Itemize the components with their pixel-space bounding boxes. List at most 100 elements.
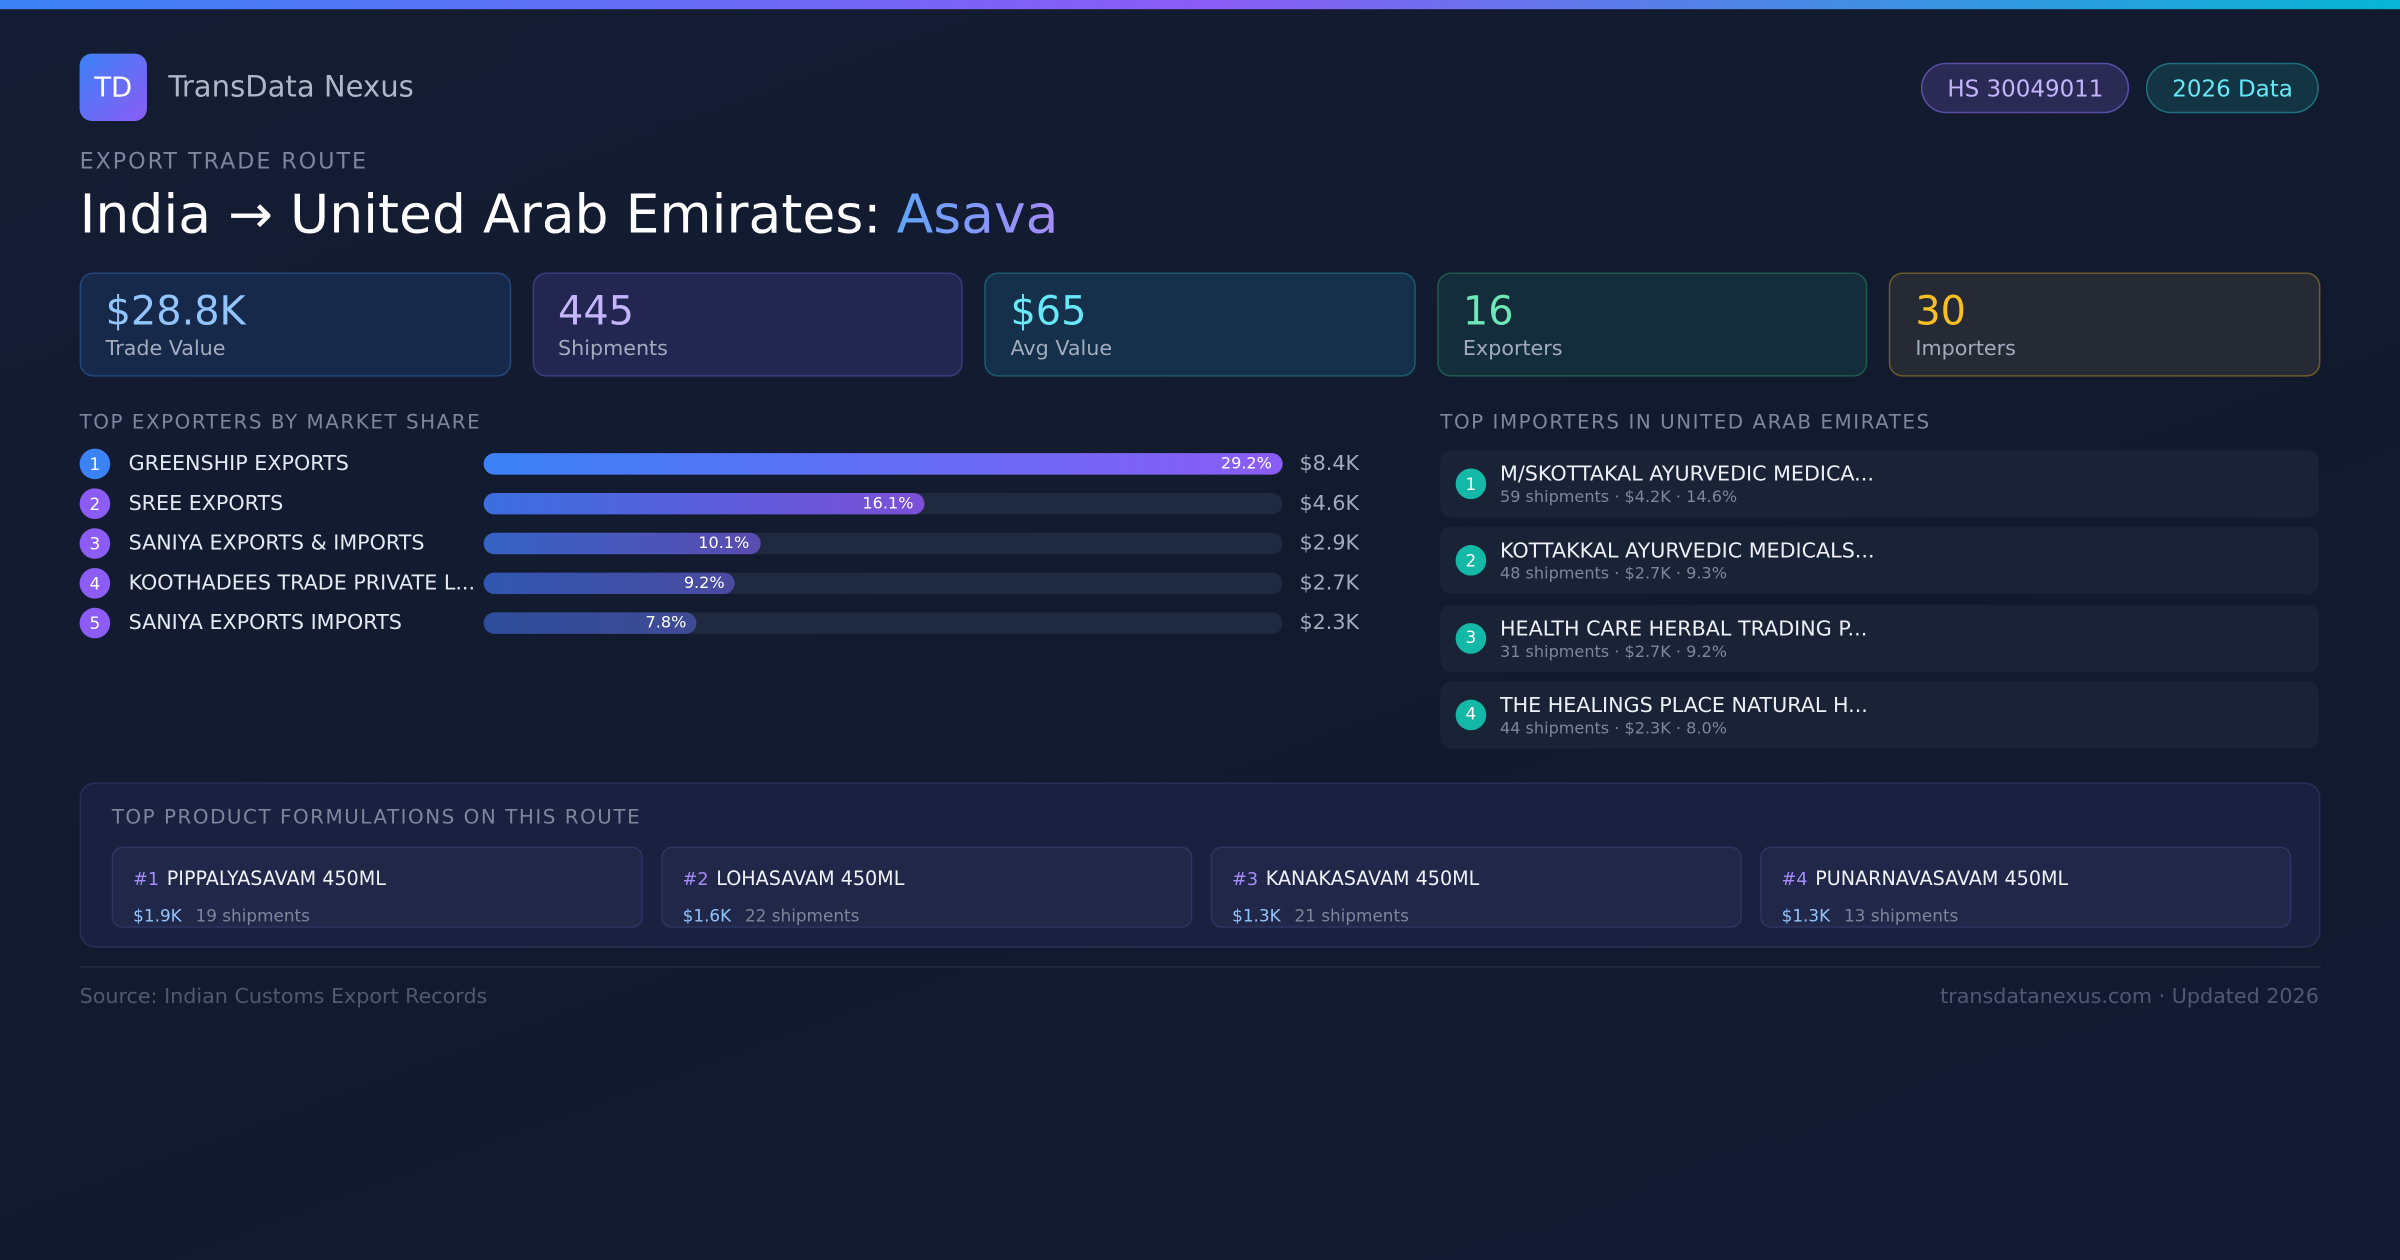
rank-badge: 1: [1455, 468, 1487, 500]
exporter-name: KOOTHADEES TRADE PRIVATE L...: [128, 571, 476, 596]
exporter-value: $4.6K: [1299, 491, 1360, 516]
stat-value: $65: [1010, 289, 1087, 336]
stat-label: Trade Value: [105, 336, 226, 362]
exporter-value: $2.3K: [1299, 610, 1360, 636]
logo: TD: [79, 53, 147, 121]
divider: [79, 966, 2321, 968]
importer-card: 3 HEALTH CARE HERBAL TRADING P... 31 shipm…: [1440, 604, 2319, 672]
stats: $28.8K Trade Value 445 Shipments $65 Avg Valu…: [79, 272, 2321, 377]
importer-name: M/SKOTTAKAL AYURVEDIC MEDICA...: [1499, 462, 1874, 487]
importer-card: 4 THE HEALINGS PLACE NATURAL H... 44 shipm…: [1440, 681, 2319, 749]
bar-track: 10.1%: [483, 532, 1283, 555]
products-panel: TOP PRODUCT FORMULATIONS ON THIS ROUTE #…: [79, 782, 2321, 948]
share-label: 10.1%: [698, 534, 750, 553]
eyebrow: EXPORT TRADE ROUTE: [79, 150, 369, 175]
exporter-name: SANIYA EXPORTS & IMPORTS: [128, 531, 425, 556]
stat-label: Importers: [1915, 336, 2016, 362]
exporter-value: $2.7K: [1299, 571, 1360, 596]
exporter-row: 2 SREE EXPORTS 16.1% $4.6K: [79, 488, 1366, 520]
product-value: $1.3K: [1781, 906, 1831, 927]
product-line: #1 PIPPALYASAVAM 450ML: [133, 862, 621, 891]
importer-detail: 48 shipments · $2.7K · 9.3%: [1499, 565, 1727, 584]
product-card: #3 KANAKASAVAM 450ML $1.3K 21 shipments: [1210, 846, 1742, 928]
stat-card: 16 Exporters: [1436, 272, 1868, 377]
product-shipments: 13 shipments: [1843, 906, 1959, 927]
accent-bar: [0, 0, 2400, 10]
exporter-row: 1 GREENSHIP EXPORTS 29.2% $8.4K: [79, 448, 1366, 480]
share-bar: 10.1%: [483, 532, 761, 555]
badge: HS 30049011: [1921, 62, 2130, 114]
title-text: India → United Arab Emirates:: [79, 185, 882, 247]
importer-name: HEALTH CARE HERBAL TRADING P...: [1499, 616, 1868, 641]
share-label: 29.2%: [1220, 454, 1272, 474]
product-card: #4 PUNARNAVASAVAM 450ML $1.3K 13 shipments: [1760, 846, 2292, 928]
stat-label: Shipments: [558, 336, 668, 362]
importer-card: 1 M/SKOTTAKAL AYURVEDIC MEDICA... 59 shipm…: [1440, 450, 2319, 518]
product-rank: #3: [1232, 868, 1259, 890]
product-line: #3 KANAKASAVAM 450ML: [1232, 862, 1720, 891]
exporter-name: SANIYA EXPORTS IMPORTS: [128, 610, 402, 636]
badge: 2026 Data: [2146, 62, 2319, 114]
rank-badge: 2: [79, 488, 111, 520]
product-meta: $1.3K 21 shipments: [1232, 899, 1720, 928]
exporter-value: $2.9K: [1299, 531, 1360, 556]
stat-card: $28.8K Trade Value: [79, 272, 511, 377]
product-name: PIPPALYASAVAM 450ML: [166, 866, 386, 890]
importer-detail: 59 shipments · $4.2K · 14.6%: [1499, 488, 1738, 507]
stat-card: 30 Importers: [1889, 272, 2321, 377]
importer-card: 2 KOTTAKKAL AYURVEDIC MEDICALS... 48 shipm…: [1440, 527, 2319, 595]
product-name: LOHASAVAM 450ML: [716, 866, 905, 890]
rank-badge: 2: [1455, 545, 1487, 577]
product-meta: $1.9K 19 shipments: [133, 899, 621, 928]
product-shipments: 22 shipments: [744, 906, 860, 927]
product-name: PUNARNAVASAVAM 450ML: [1815, 866, 2069, 890]
exporter-name: GREENSHIP EXPORTS: [128, 451, 349, 477]
share-bar: 7.8%: [483, 612, 698, 634]
product-value: $1.9K: [133, 906, 182, 927]
share-bar: 29.2%: [483, 453, 1283, 475]
product-rank: #1: [133, 868, 160, 890]
exporter-row: 4 KOOTHADEES TRADE PRIVATE L... 9.2% $2.7K: [79, 568, 1366, 599]
product-card: #1 PIPPALYASAVAM 450ML $1.9K 19 shipments: [111, 846, 643, 928]
stat-value: 16: [1462, 289, 1514, 336]
rank-badge: 1: [79, 448, 111, 480]
section-title: TOP EXPORTERS BY MARKET SHARE: [79, 411, 482, 435]
product-meta: $1.3K 13 shipments: [1782, 899, 2270, 928]
product-rank: #2: [682, 868, 709, 890]
stat-label: Exporters: [1462, 336, 1563, 362]
product-card: #2 LOHASAVAM 450ML $1.6K 22 shipments: [661, 846, 1193, 928]
product-value: $1.6K: [682, 906, 732, 927]
importer-detail: 31 shipments · $2.7K · 9.2%: [1499, 642, 1727, 661]
products: #1 PIPPALYASAVAM 450ML $1.9K 19 shipments #2…: [111, 846, 2292, 928]
share-bar: 9.2%: [483, 572, 736, 595]
importer-name: THE HEALINGS PLACE NATURAL H...: [1499, 693, 1868, 718]
product-rank: #4: [1781, 868, 1808, 890]
share-label: 7.8%: [645, 613, 687, 633]
product-name: KANAKASAVAM 450ML: [1265, 866, 1480, 890]
rank-badge: 3: [1455, 622, 1487, 654]
stat-value: $28.8K: [105, 289, 246, 336]
exporter-name: SREE EXPORTS: [128, 491, 284, 516]
exporter-row: 3 SANIYA EXPORTS & IMPORTS 10.1% $2.9K: [79, 528, 1366, 559]
brand: TransData Nexus: [168, 70, 414, 105]
exporter-value: $8.4K: [1299, 451, 1360, 477]
bar-track: 7.8%: [483, 612, 1283, 634]
section-title: TOP PRODUCT FORMULATIONS ON THIS ROUTE: [111, 806, 642, 830]
bar-track: 9.2%: [483, 572, 1283, 595]
rank-badge: 5: [79, 607, 111, 639]
product-line: #2 LOHASAVAM 450ML: [683, 862, 1171, 891]
share-label: 9.2%: [683, 574, 725, 593]
footer-site: transdatanexus.com · Updated 2026: [1940, 984, 2319, 1009]
product-shipments: 19 shipments: [195, 906, 310, 927]
bar-track: 29.2%: [483, 453, 1283, 475]
rank-badge: 3: [79, 528, 111, 559]
importer-name: KOTTAKKAL AYURVEDIC MEDICALS...: [1499, 539, 1875, 564]
product-shipments: 21 shipments: [1294, 906, 1409, 927]
exporter-row: 5 SANIYA EXPORTS IMPORTS 7.8% $2.3K: [79, 607, 1366, 639]
stat-card: 445 Shipments: [532, 272, 964, 377]
rank-badge: 4: [1455, 699, 1487, 731]
title-highlight: Asava: [896, 185, 1059, 247]
footer-source: Source: Indian Customs Export Records: [79, 984, 488, 1009]
